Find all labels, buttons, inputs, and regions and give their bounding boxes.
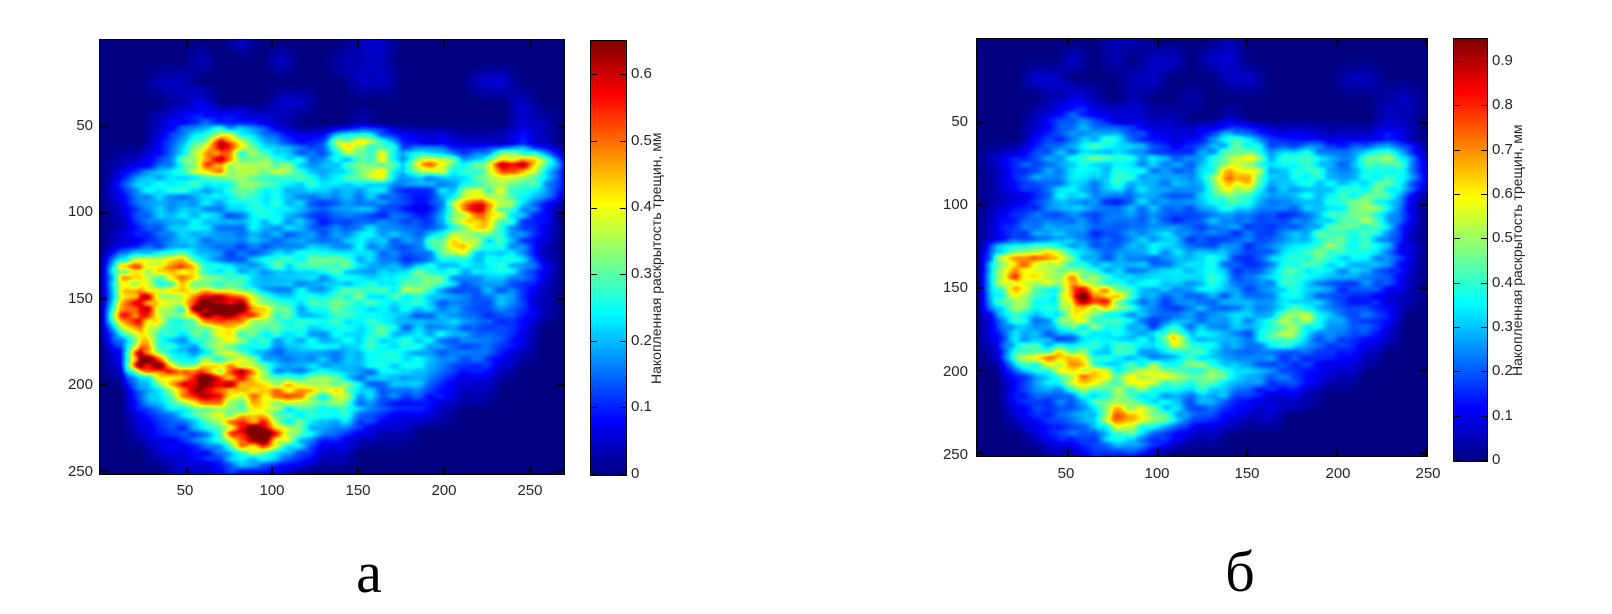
colorbar-tick-label: 0.9	[1492, 52, 1513, 69]
colorbar-tick-label: 0	[631, 465, 640, 482]
y-tick-label: 150	[67, 290, 93, 307]
colorbar-tick-mark	[1454, 416, 1460, 417]
colorbar-tick-mark	[1481, 460, 1487, 461]
colorbar-a	[590, 40, 627, 476]
colorbar-tick-mark	[591, 141, 597, 142]
colorbar-tick-mark	[620, 208, 626, 209]
colorbar-tick-label: 0.1	[631, 398, 652, 415]
colorbar-tick-mark	[1454, 150, 1460, 151]
x-tick-label: 150	[1234, 465, 1260, 482]
colorbar-tick-label: 0.8	[1492, 96, 1513, 113]
colorbar-tick-mark	[620, 74, 626, 75]
x-tick-label: 150	[345, 482, 371, 499]
colorbar-b	[1453, 38, 1488, 462]
heatmap-panel-b	[976, 38, 1428, 457]
colorbar-axis-label-b: Накопленная раскрытость трещин, мм	[1509, 124, 1525, 376]
colorbar-tick-mark	[1454, 283, 1460, 284]
colorbar-tick-mark	[620, 274, 626, 275]
colorbar-tick-mark	[1481, 416, 1487, 417]
colorbar-tick-mark	[1481, 61, 1487, 62]
colorbar-tick-mark	[591, 407, 597, 408]
colorbar-tick-label: 0.2	[1492, 362, 1513, 379]
colorbar-tick-mark	[1454, 460, 1460, 461]
colorbar-tick-mark	[1481, 150, 1487, 151]
x-tick-label: 200	[431, 482, 457, 499]
colorbar-tick-mark	[1454, 194, 1460, 195]
colorbar-tick-mark	[591, 208, 597, 209]
heatmap-image-a	[100, 40, 564, 474]
y-tick-label: 250	[942, 446, 968, 463]
x-tick-label: 50	[1057, 465, 1075, 482]
colorbar-tick-mark	[591, 274, 597, 275]
colorbar-tick-label: 0.5	[1492, 229, 1513, 246]
y-tick-label: 150	[942, 279, 968, 296]
colorbar-tick-mark	[620, 341, 626, 342]
colorbar-axis-label-a: Накопленная раскрытость трещин, мм	[648, 132, 664, 384]
colorbar-tick-mark	[1454, 238, 1460, 239]
heatmap-image-b	[977, 39, 1427, 456]
colorbar-tick-mark	[620, 474, 626, 475]
colorbar-tick-mark	[620, 141, 626, 142]
colorbar-tick-mark	[1481, 194, 1487, 195]
colorbar-tick-mark	[591, 474, 597, 475]
colorbar-tick-mark	[1454, 61, 1460, 62]
colorbar-tick-label: 0.5	[631, 132, 652, 149]
colorbar-tick-mark	[1481, 238, 1487, 239]
colorbar-tick-mark	[620, 407, 626, 408]
x-tick-label: 250	[1415, 465, 1441, 482]
x-tick-label: 250	[517, 482, 543, 499]
colorbar-tick-mark	[1481, 105, 1487, 106]
colorbar-tick-mark	[591, 74, 597, 75]
heatmap-panel-a	[99, 39, 565, 475]
y-tick-label: 250	[67, 463, 93, 480]
colorbar-tick-label: 0	[1492, 451, 1501, 468]
y-tick-label: 100	[67, 203, 93, 220]
colorbar-tick-mark	[1481, 327, 1487, 328]
x-tick-label: 50	[176, 482, 194, 499]
panel-caption-a: а	[356, 540, 382, 605]
y-tick-label: 200	[67, 376, 93, 393]
panel-caption-b: б	[1225, 539, 1255, 604]
colorbar-tick-label: 0.4	[631, 198, 652, 215]
colorbar-tick-label: 0.2	[631, 332, 652, 349]
colorbar-tick-label: 0.7	[1492, 141, 1513, 158]
y-tick-label: 100	[942, 196, 968, 213]
colorbar-tick-mark	[1481, 371, 1487, 372]
colorbar-tick-mark	[1481, 283, 1487, 284]
x-tick-label: 100	[1144, 465, 1170, 482]
y-tick-label: 50	[76, 117, 93, 134]
y-tick-label: 50	[951, 113, 968, 130]
colorbar-tick-label: 0.6	[1492, 185, 1513, 202]
y-tick-label: 200	[942, 363, 968, 380]
colorbar-tick-mark	[1454, 327, 1460, 328]
x-tick-label: 200	[1325, 465, 1351, 482]
colorbar-tick-label: 0.6	[631, 65, 652, 82]
colorbar-tick-label: 0.3	[631, 265, 652, 282]
colorbar-tick-mark	[1454, 371, 1460, 372]
colorbar-tick-label: 0.4	[1492, 274, 1513, 291]
x-tick-label: 100	[259, 482, 285, 499]
colorbar-tick-mark	[1454, 105, 1460, 106]
colorbar-tick-mark	[591, 341, 597, 342]
colorbar-tick-label: 0.3	[1492, 318, 1513, 335]
colorbar-tick-label: 0.1	[1492, 407, 1513, 424]
